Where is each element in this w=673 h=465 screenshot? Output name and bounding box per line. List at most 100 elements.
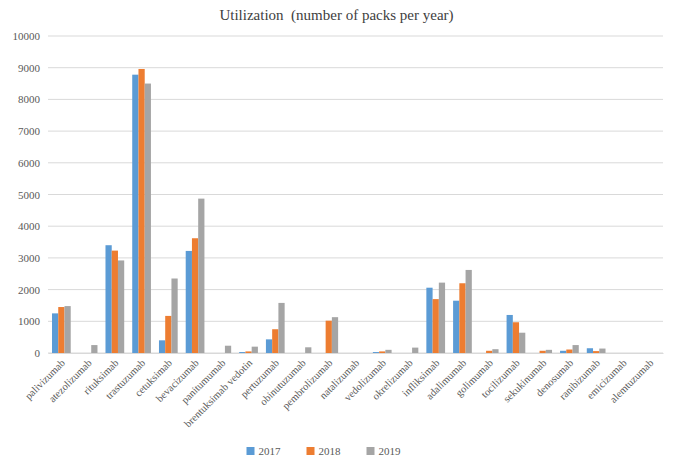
bar bbox=[219, 353, 225, 354]
bar bbox=[546, 350, 552, 353]
series bbox=[58, 69, 599, 353]
x-tick: pembrolizumab bbox=[280, 353, 334, 411]
bar bbox=[198, 199, 204, 353]
grid bbox=[48, 36, 663, 353]
grid-line bbox=[48, 36, 663, 37]
bar bbox=[293, 353, 299, 354]
y-tick: 9000 bbox=[18, 62, 48, 74]
bar bbox=[614, 353, 620, 354]
x-tick: obinutuzumab bbox=[258, 353, 308, 407]
y-tick: 7000 bbox=[18, 125, 48, 137]
y-tick: 8000 bbox=[18, 93, 48, 105]
plot: 0 1000 2000 3000 4000 5000 6000 7000 8000 9000 100… bbox=[13, 30, 664, 429]
bar bbox=[540, 351, 546, 353]
bar bbox=[245, 351, 251, 353]
legend-label: 2017 bbox=[259, 445, 282, 457]
bar bbox=[587, 348, 593, 353]
bar bbox=[272, 329, 278, 353]
bar bbox=[620, 353, 626, 354]
y-tick-label: 2000 bbox=[18, 284, 41, 296]
y-tick-label: 9000 bbox=[18, 62, 41, 74]
bar bbox=[573, 345, 579, 353]
bar bbox=[132, 75, 138, 353]
legend-label: 2018 bbox=[319, 445, 342, 457]
bar bbox=[52, 313, 58, 353]
bars bbox=[52, 69, 606, 353]
legend-swatch bbox=[307, 447, 315, 455]
bar bbox=[138, 69, 144, 353]
bar bbox=[560, 351, 566, 353]
bar bbox=[533, 353, 539, 354]
bar bbox=[359, 353, 365, 354]
bar bbox=[519, 333, 525, 353]
y-tick-label: 8000 bbox=[18, 93, 41, 105]
x-axis-line bbox=[49, 353, 664, 354]
bar bbox=[486, 351, 492, 353]
bar bbox=[319, 353, 325, 354]
bar bbox=[165, 316, 171, 353]
y-tick: 4000 bbox=[18, 220, 48, 232]
bar bbox=[466, 270, 472, 353]
bar bbox=[105, 245, 111, 353]
y-tick: 10000 bbox=[13, 30, 49, 42]
bar bbox=[305, 347, 311, 353]
bar bbox=[385, 350, 391, 353]
y-tick: 2000 bbox=[18, 284, 48, 296]
bar bbox=[426, 288, 432, 353]
legend-swatch bbox=[247, 447, 255, 455]
y-axis-line bbox=[48, 37, 49, 354]
title: Utilization (number of packs per year) bbox=[219, 7, 453, 24]
bar bbox=[373, 352, 379, 353]
legend-item: 2019 bbox=[367, 445, 402, 457]
bar bbox=[118, 260, 124, 353]
legend: 2017 2018 2019 bbox=[247, 445, 402, 457]
bar bbox=[352, 353, 358, 354]
bar bbox=[439, 283, 445, 353]
bar bbox=[332, 317, 338, 353]
bar bbox=[459, 283, 465, 353]
bar bbox=[85, 353, 91, 354]
bar bbox=[326, 321, 332, 353]
y-tick-label: 0 bbox=[35, 347, 41, 359]
y-tick-label: 7000 bbox=[18, 125, 41, 137]
bar bbox=[513, 322, 519, 353]
bar bbox=[593, 351, 599, 353]
bar bbox=[192, 238, 198, 353]
x-tick-label: atezolizumab bbox=[47, 357, 94, 404]
x-tick: alemtuzumab bbox=[608, 353, 656, 405]
bar bbox=[647, 353, 653, 354]
bar bbox=[379, 351, 385, 353]
y-axis: 0 1000 2000 3000 4000 5000 6000 7000 8000 9000 100… bbox=[13, 30, 49, 359]
y-tick: 5000 bbox=[18, 189, 48, 201]
y-tick-label: 6000 bbox=[18, 157, 41, 169]
bar bbox=[278, 303, 284, 353]
x-tick-label: alemtuzumab bbox=[608, 357, 656, 405]
bar bbox=[412, 348, 418, 353]
y-tick: 6000 bbox=[18, 157, 48, 169]
bar bbox=[266, 339, 272, 353]
y-tick-label: 1000 bbox=[18, 315, 41, 327]
bar bbox=[112, 251, 118, 353]
bar bbox=[400, 353, 406, 354]
x-tick: atezolizumab bbox=[47, 353, 94, 404]
y-tick-label: 10000 bbox=[13, 30, 41, 42]
bar bbox=[406, 353, 412, 354]
bar bbox=[171, 279, 177, 353]
y-tick-label: 3000 bbox=[18, 252, 41, 264]
bar bbox=[346, 353, 352, 354]
bar bbox=[492, 349, 498, 353]
bar bbox=[299, 353, 305, 354]
bar bbox=[653, 353, 659, 354]
bar bbox=[91, 345, 97, 353]
bar bbox=[225, 346, 231, 353]
series bbox=[64, 84, 605, 353]
bar bbox=[239, 352, 245, 353]
legend-swatch bbox=[367, 447, 375, 455]
series bbox=[52, 75, 593, 353]
bar bbox=[626, 353, 632, 354]
legend-label: 2019 bbox=[379, 445, 402, 457]
bar bbox=[640, 353, 646, 354]
legend-item: 2018 bbox=[307, 445, 342, 457]
bar bbox=[599, 349, 605, 353]
chart: Utilization (number of packs per year) 0 1… bbox=[0, 0, 673, 465]
